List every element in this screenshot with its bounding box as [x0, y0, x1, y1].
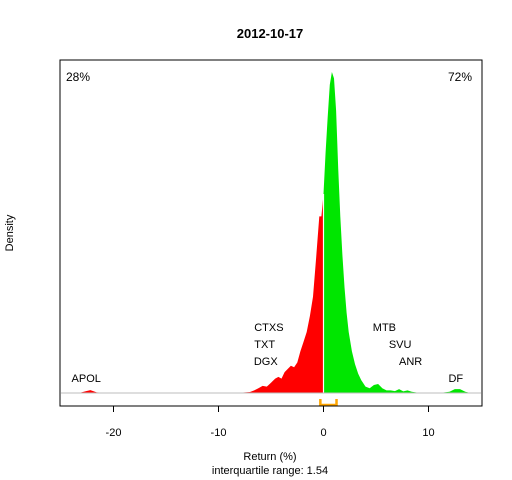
stock-labels: APOL CTXS TXT DGX MTB SVU ANR DF	[72, 322, 464, 385]
positive-density-area	[323, 72, 481, 393]
chart-title: 2012-10-17	[237, 26, 304, 41]
x-tick-label: -10	[211, 427, 227, 439]
x-tick-label: 10	[422, 427, 434, 439]
x-tick-label: 0	[320, 427, 326, 439]
density-areas	[71, 72, 481, 393]
negative-percent: 28%	[66, 70, 90, 84]
iqr-subtitle: interquartile range: 1.54	[212, 465, 328, 477]
stock-label: TXT	[254, 339, 275, 351]
negative-density-area	[71, 194, 324, 393]
x-tick-label: -20	[106, 427, 122, 439]
y-axis-label: Density	[4, 214, 16, 251]
stock-label: DGX	[254, 356, 279, 368]
iqr-bracket	[319, 399, 338, 407]
stock-label: APOL	[72, 373, 101, 385]
plot-frame	[59, 59, 483, 407]
x-axis-label: Return (%)	[243, 451, 296, 463]
stock-label: DF	[448, 373, 463, 385]
x-axis: -20 -10 0 10	[106, 405, 435, 439]
stock-label: CTXS	[254, 322, 283, 334]
stock-label: SVU	[389, 339, 412, 351]
stock-label: ANR	[399, 356, 422, 368]
stock-label: MTB	[373, 322, 396, 334]
iqr-bracket-line	[319, 399, 338, 407]
positive-percent: 72%	[448, 70, 472, 84]
